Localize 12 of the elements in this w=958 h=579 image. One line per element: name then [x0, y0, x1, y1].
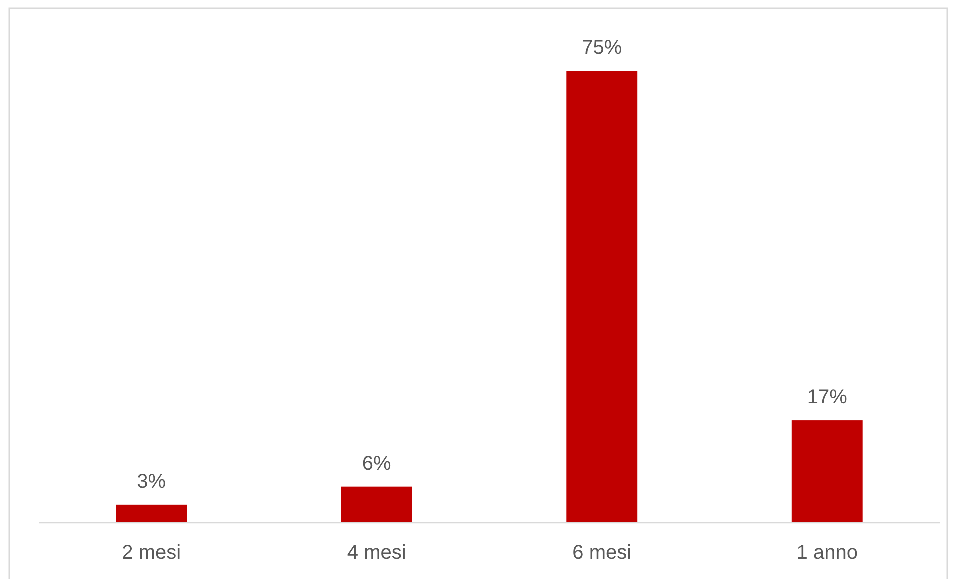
data-label: 3% [137, 470, 166, 493]
data-label: 17% [807, 386, 848, 409]
x-tick-label: 4 mesi [347, 542, 406, 564]
data-label: 6% [362, 452, 392, 475]
x-tick-label: 2 mesi [122, 542, 182, 564]
bar [566, 71, 638, 523]
bar [792, 420, 863, 523]
data-label: 75% [582, 37, 622, 59]
bar [116, 504, 188, 523]
x-tick-label: 6 mesi [572, 542, 632, 564]
bar [341, 486, 412, 523]
x-tick-label: 1 anno [796, 542, 858, 564]
